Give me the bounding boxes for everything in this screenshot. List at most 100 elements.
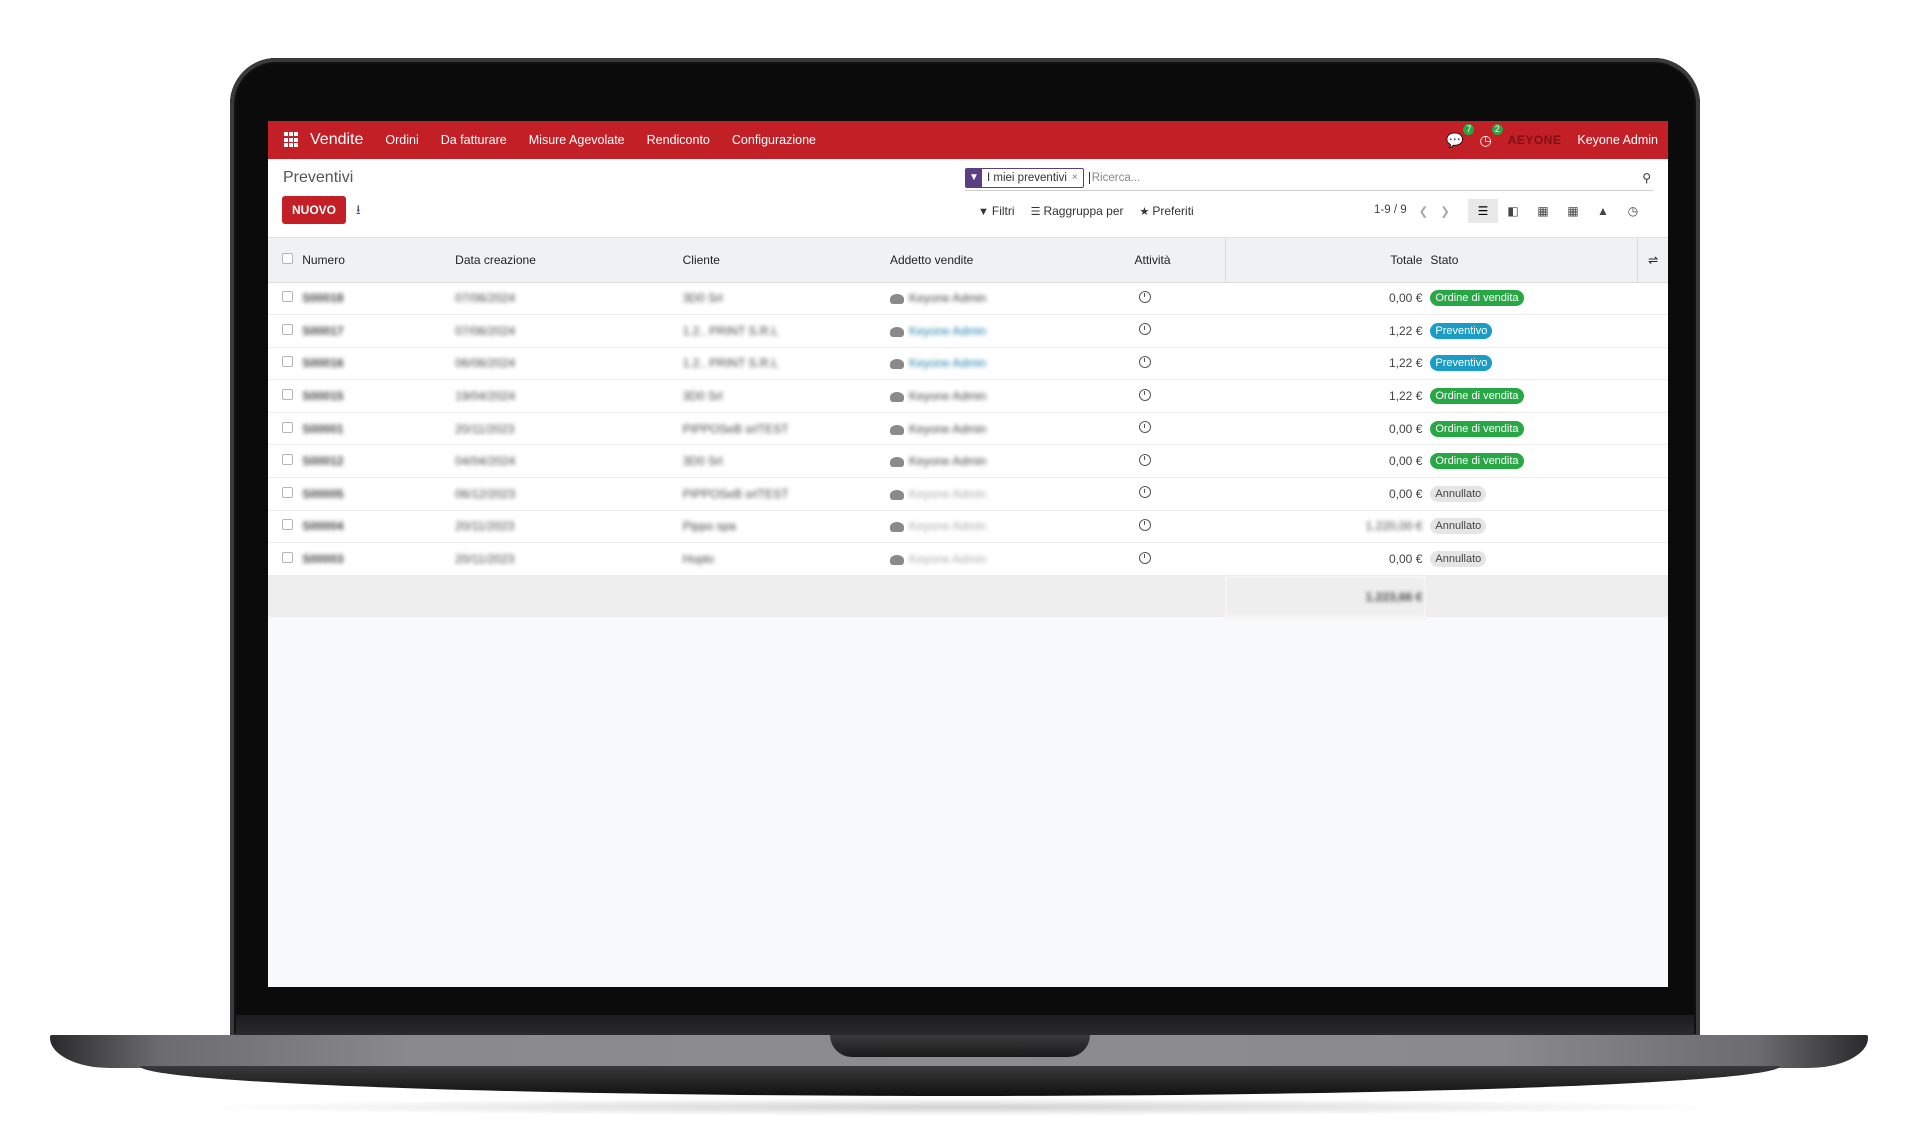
table-row[interactable]: S00015 19/04/2024 3D0 Srl Keyone Admin 1,22 … [268,379,1668,413]
activity-view-icon[interactable]: ◷ [1627,204,1639,218]
new-button[interactable]: NUOVO [282,196,346,224]
menu-rendiconto[interactable]: Rendiconto [646,133,710,147]
cell-date: 04/04/2024 [451,444,679,479]
activity-clock-icon[interactable] [1138,518,1151,531]
user-menu[interactable]: Keyone Admin [1577,133,1658,147]
search-icon[interactable]: ⚲ [1642,170,1651,185]
apps-grid-icon[interactable] [284,132,300,148]
cell-activity [1130,379,1226,413]
empty-area [268,617,1668,987]
row-checkbox[interactable] [282,454,293,466]
company-logo[interactable]: AEYONE [1507,133,1562,147]
pager-previous-icon[interactable]: ❮ [1418,206,1429,218]
row-select-cell [268,347,299,381]
table-row[interactable]: S00005 06/12/2023 PIPPOSeB srlTEST Keyone A… [268,477,1668,511]
menu-configurazione[interactable]: Configurazione [731,133,816,147]
select-all-checkbox[interactable] [282,252,293,264]
cell-status: Annullato [1426,510,1638,544]
status-badge: Ordine di vendita [1430,388,1524,405]
cell-total: 0,00 € [1225,282,1427,316]
row-checkbox[interactable] [282,486,293,498]
cell-total: 1.220,00 € [1225,510,1427,544]
row-checkbox[interactable] [282,421,293,433]
menu-ordini[interactable]: Ordini [385,133,419,147]
table-row[interactable]: S00012 04/04/2024 3D0 Srl Keyone Admin 0,00 … [268,444,1668,479]
facet-close-icon[interactable]: × [1071,172,1078,183]
col-customer[interactable]: Cliente [678,238,886,283]
cell-date: 19/04/2024 [451,379,679,413]
laptop-notch [830,1035,1090,1057]
menu-da-fatturare[interactable]: Da fatturare [440,133,507,147]
footer-total: 1.223,66 € [1225,575,1427,618]
table-row[interactable]: S00004 20/11/2023 Pippo spa Keyone Admin 1.2… [268,510,1668,544]
cell-empty [1637,347,1668,381]
calendar-view-icon[interactable]: ▦ [1537,204,1549,218]
cell-activity [1130,444,1226,479]
cell-date: 20/11/2023 [451,412,679,446]
cell-empty [1637,510,1668,544]
pager-value[interactable]: 1-9 / 9 [1374,204,1407,216]
cell-customer: 1.2.. PRINT S.R.L [678,347,886,381]
laptop-hinge [236,1015,1694,1037]
funnel-icon: ▼ [978,206,989,218]
activity-clock-icon[interactable] [1138,453,1151,466]
cell-salesperson: Keyone Admin [885,314,1131,348]
menu-misure-agevolate[interactable]: Misure Agevolate [528,133,625,147]
page-title[interactable]: Preventivi [283,169,354,186]
avatar-icon [889,457,904,468]
cell-customer: 1.2.. PRINT S.R.L [678,314,886,348]
activity-clock-icon[interactable] [1138,486,1151,499]
table-footer-row: 1.223,66 € [268,575,1668,618]
search-input[interactable] [1088,171,1643,184]
row-select-cell [268,477,299,511]
avatar-icon [889,522,904,533]
cell-activity [1130,510,1226,544]
list-view-icon[interactable]: ☰ [1468,199,1498,223]
activity-clock-icon[interactable] [1138,323,1151,336]
activity-clock-icon[interactable] [1138,355,1151,368]
table-row[interactable]: S00017 07/06/2024 1.2.. PRINT S.R.L Keyone … [268,314,1668,348]
activity-clock-icon[interactable] [1138,421,1151,434]
cell-number: S00005 [298,477,452,511]
search-facet[interactable]: ▼ I miei preventivi × [965,167,1084,188]
download-icon[interactable]: ⭳ [356,202,361,217]
column-settings-icon[interactable]: ⇌ [1637,238,1668,283]
row-checkbox[interactable] [282,389,293,401]
col-status[interactable]: Stato [1426,238,1638,283]
row-checkbox[interactable] [282,356,293,368]
col-number[interactable]: Numero [298,238,452,283]
table-row[interactable]: S00016 06/06/2024 1.2.. PRINT S.R.L Keyone … [268,347,1668,381]
activity-clock-icon[interactable]: ◷ 2 [1479,123,1503,149]
col-activity[interactable]: Attività [1130,238,1226,283]
favorites-toggle[interactable]: ★ Preferiti [1139,204,1194,218]
row-checkbox[interactable] [282,291,293,303]
cell-customer: 3D0 Srl [678,282,886,316]
cell-status: Annullato [1426,477,1638,511]
table-row[interactable]: S00003 20/11/2023 Hoplo Keyone Admin 0,00 € A… [268,542,1668,576]
row-checkbox[interactable] [282,323,293,335]
messages-badge: 7 [1463,123,1475,135]
table-body: S00018 07/06/2024 3D0 Srl Keyone Admin 0,00 … [268,282,1668,576]
cell-date: 07/06/2024 [451,314,679,348]
col-total[interactable]: Totale [1224,238,1427,283]
app-name[interactable]: Vendite [310,131,364,148]
cell-total: 0,00 € [1225,412,1427,446]
messages-icon[interactable]: 💬 7 [1446,123,1475,149]
table-row[interactable]: S00001 20/11/2023 PIPPOSeB srlTEST Keyone A… [268,412,1668,446]
group-by-toggle[interactable]: ☰ Raggruppa per [1030,204,1124,218]
pager-next-icon[interactable]: ❯ [1440,206,1450,218]
pivot-view-icon[interactable]: ▦ [1567,204,1579,218]
row-checkbox[interactable] [282,519,293,531]
kanban-view-icon[interactable]: ◧ [1507,204,1519,218]
graph-view-icon[interactable]: ▲ [1597,204,1609,218]
activity-clock-icon[interactable] [1138,290,1151,303]
activity-clock-icon[interactable] [1138,388,1151,401]
activity-clock-icon[interactable] [1138,551,1151,564]
col-salesperson[interactable]: Addetto vendite [885,238,1131,283]
filters-toggle[interactable]: ▼ Filtri [978,204,1015,218]
table-row[interactable]: S00018 07/06/2024 3D0 Srl Keyone Admin 0,00 … [268,282,1668,316]
row-checkbox[interactable] [282,552,293,564]
status-badge: Preventivo [1430,322,1493,339]
col-date[interactable]: Data creazione [451,238,679,283]
avatar-icon [889,554,904,565]
